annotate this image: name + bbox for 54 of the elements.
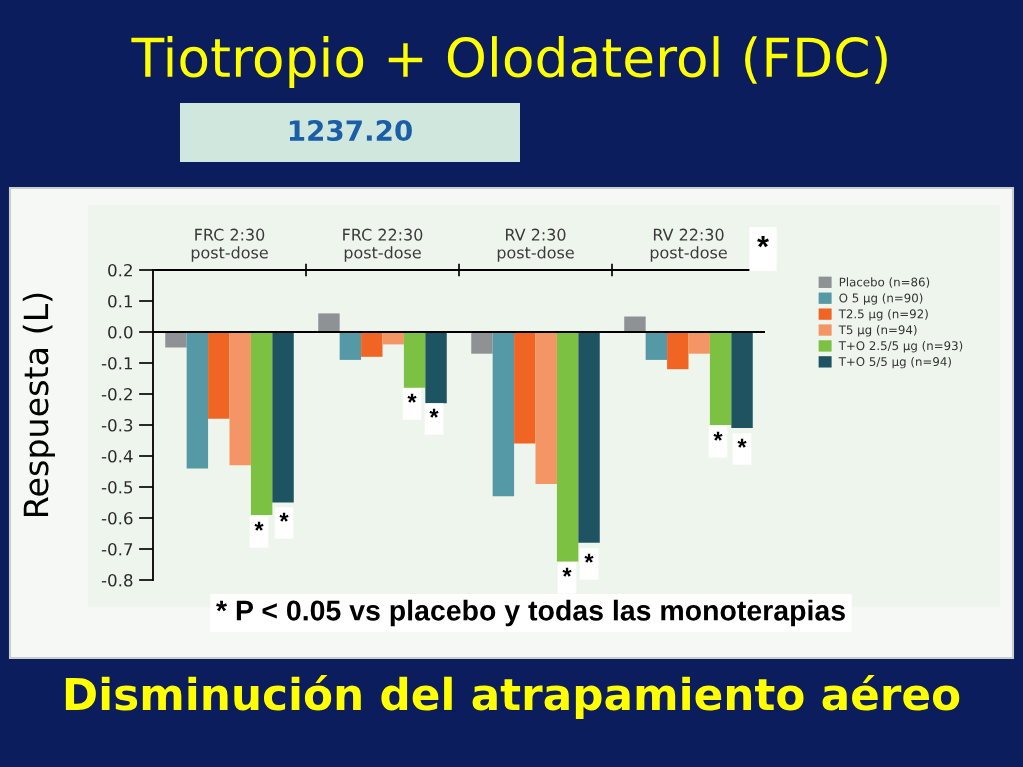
bar [535, 332, 557, 484]
y-axis-title: Respuesta (L) [22, 293, 55, 516]
bar [471, 332, 493, 354]
x-tick-label: RV 22:30 post-dose [650, 228, 727, 262]
y-tick-label: -0.1 [101, 356, 133, 370]
bar [186, 332, 209, 469]
bar [208, 332, 230, 419]
bar [382, 332, 404, 345]
annotation: * [584, 553, 594, 563]
annotation: * [407, 393, 417, 403]
legend-label: O 5 µg (n=90) [839, 293, 923, 305]
annotation: * [279, 512, 289, 522]
y-tick-label: -0.4 [101, 449, 133, 463]
y-tick-label: 0.2 [108, 263, 132, 277]
x-tick-label: FRC 22:30 post-dose [343, 228, 423, 262]
bar [688, 332, 710, 354]
y-tick-label: -0.7 [101, 542, 133, 556]
bar [578, 332, 600, 543]
chart-title: Tiotropio + Olodaterol (FDC) [131, 36, 887, 88]
y-tick-label: -0.8 [101, 573, 133, 587]
y-tick-label: -0.3 [101, 418, 133, 432]
bar [361, 332, 383, 357]
bar [645, 332, 668, 360]
legend-label: T5 µg (n=94) [838, 325, 917, 337]
legend-label: T2.5 µg (n=92) [838, 309, 928, 321]
bar [339, 332, 362, 360]
annotation: * [713, 431, 723, 441]
annotation: * [429, 408, 439, 418]
annotation: * [737, 438, 747, 448]
x-tick-label: RV 2:30 post-dose [497, 228, 574, 262]
legend-label: T+O 5/5 µg (n=94) [838, 356, 951, 369]
y-tick-label: -0.5 [101, 480, 133, 494]
text: 1237.20 [289, 120, 412, 142]
bar [624, 316, 646, 332]
text: * [757, 235, 769, 248]
bar [165, 332, 187, 348]
legend-label: T+O 2.5/5 µg (n=93) [838, 341, 963, 353]
bar [229, 332, 251, 466]
bar [492, 332, 515, 497]
bar [514, 332, 536, 444]
bar [318, 313, 340, 332]
annotation: * [562, 567, 572, 577]
y-tick-label: 0.0 [108, 325, 133, 339]
y-tick-label: -0.2 [101, 387, 132, 401]
y-tick-label: -0.6 [101, 511, 133, 525]
x-tick-label: FRC 2:30 post-dose [191, 228, 268, 262]
y-tick-label: 0.1 [108, 294, 133, 308]
legend-label: Placebo (n=86) [839, 277, 930, 288]
text: * P < 0.05 vs placebo y todas las monoterapias [216, 599, 845, 627]
bar [667, 332, 689, 370]
annotation: * [254, 521, 264, 531]
text: Disminución del atrapamiento aéreo [65, 674, 960, 720]
bar [272, 332, 294, 503]
bar [731, 332, 753, 429]
